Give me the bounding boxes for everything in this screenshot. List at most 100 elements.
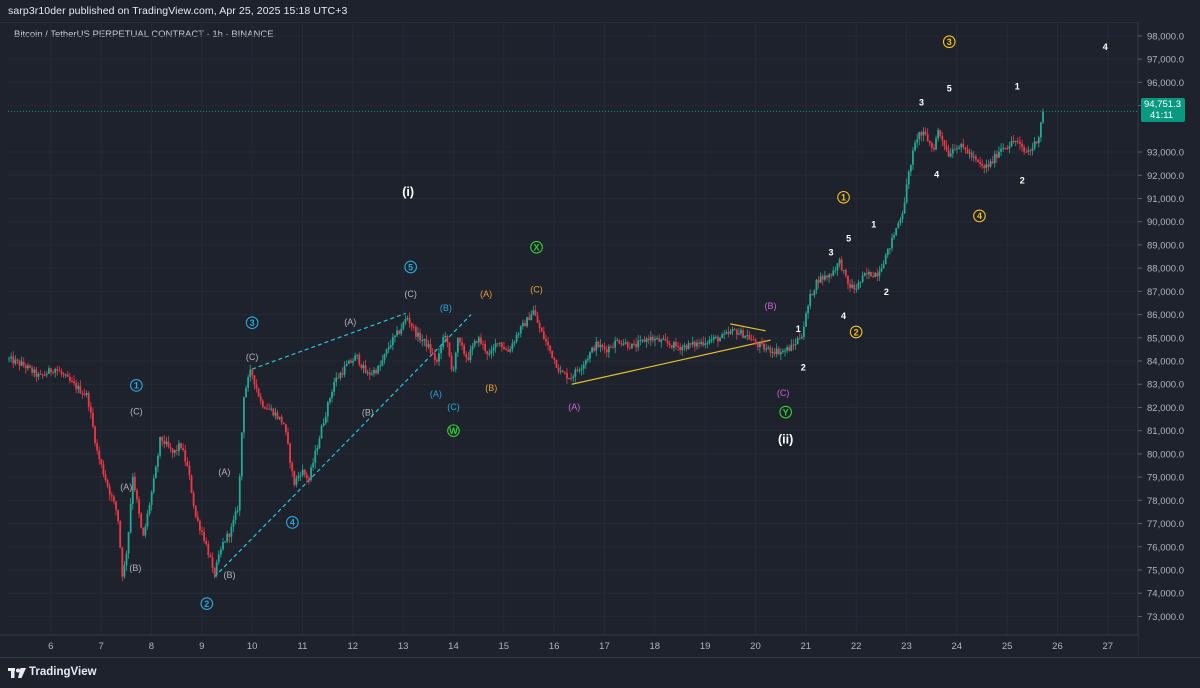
candle-body-12: [33, 369, 36, 373]
candle-body-365: [773, 351, 776, 354]
candle-body-493: [1042, 111, 1044, 123]
candle-body-128: [276, 412, 279, 419]
candle-body-150: [322, 423, 325, 426]
y-tick-label-6: 91,000.0: [1147, 194, 1184, 205]
candle-body-326: [691, 341, 694, 345]
candle-body-332: [704, 343, 707, 346]
candle-body-41: [94, 426, 96, 444]
wave-label-14: (i): [402, 185, 414, 199]
candle-body-205: [438, 353, 440, 362]
candle-body-131: [282, 422, 285, 425]
candle-body-18: [45, 373, 48, 375]
candle-body-261: [555, 359, 558, 368]
candle-body-6: [20, 361, 23, 366]
candle-countdown: 41:11: [1150, 110, 1174, 121]
candle-body-352: [746, 335, 749, 337]
candle-body-210: [448, 342, 451, 356]
candle-body-422: [893, 235, 895, 238]
candle-body-307: [652, 336, 654, 341]
candle-body-318: [675, 342, 677, 346]
time-axis[interactable]: 6 7 8 9 10 11 12 13 14 15 16 17 18 19 20 21 22 23 24 25 26 27: [0, 634, 1138, 657]
price-axis-bg: [1138, 22, 1200, 657]
publisher-line: sarp3r10der published on TradingView.com…: [8, 5, 348, 17]
candle-body-431: [912, 150, 914, 165]
candle-body-389: [823, 275, 826, 280]
candle-body-260: [553, 358, 556, 360]
candle-body-414: [876, 272, 879, 277]
wave-label-26: Y: [783, 407, 789, 417]
candle-body-304: [645, 338, 648, 343]
tradingview-logo-icon[interactable]: [8, 667, 26, 679]
candle-body-196: [419, 332, 422, 341]
current-price-tag: 94,751.3 41:11: [1141, 98, 1185, 122]
candle-body-171: [366, 372, 369, 374]
candle-body-147: [316, 448, 319, 451]
candle-body-69: [152, 478, 155, 492]
candle-body-242: [515, 334, 518, 342]
candle-body-155: [333, 382, 336, 392]
candle-body-57: [127, 532, 130, 554]
trendlines: [213, 312, 771, 578]
x-tick-label-14: 20: [750, 641, 761, 652]
candle-body-308: [654, 338, 656, 341]
candle-body-286: [607, 346, 610, 353]
trendline-triangle-lower: [571, 339, 771, 385]
candle-body-64: [142, 527, 145, 536]
candle-body-274: [582, 364, 585, 369]
candle-body-363: [769, 347, 772, 353]
candle-body-192: [410, 323, 413, 327]
price-axis[interactable]: 98,000.097,000.096,000.095,000.093,000.0…: [1137, 22, 1200, 657]
y-tick-label-12: 85,000.0: [1147, 333, 1184, 344]
candle-body-435: [920, 132, 923, 136]
candle-body-490: [1035, 141, 1038, 144]
candle-body-445: [941, 135, 944, 141]
candle-body-190: [406, 318, 409, 320]
wave-circle-12: [404, 260, 418, 274]
candle-body-36: [83, 393, 86, 395]
candle-body-457: [966, 149, 969, 154]
candle-body-405: [857, 282, 860, 289]
candle-body-89: [194, 505, 197, 517]
candle-body-472: [998, 151, 1000, 158]
candle-body-42: [96, 443, 99, 451]
candle-body-342: [725, 332, 728, 334]
candle-body-473: [1000, 148, 1002, 152]
candle-body-334: [708, 339, 711, 343]
tradingview-brand[interactable]: TradingView: [29, 666, 97, 678]
candle-body-238: [507, 349, 510, 352]
candle-body-124: [268, 408, 271, 410]
candle-body-141: [303, 469, 306, 475]
candle-body-33: [77, 385, 80, 390]
candle-body-356: [754, 339, 757, 344]
candle-body-375: [794, 344, 797, 346]
candle-body-217: [463, 345, 466, 354]
candle-body-313: [664, 338, 667, 341]
candle-body-459: [970, 152, 973, 158]
wave-circle-6: [200, 597, 214, 611]
candle-body-90: [196, 516, 199, 521]
candle-body-485: [1025, 151, 1028, 153]
candle-body-454: [960, 143, 963, 148]
candle-body-462: [977, 159, 979, 162]
wave-label-8: (C): [246, 352, 259, 362]
candle-body-211: [450, 355, 453, 370]
y-tick-label-8: 89,000.0: [1147, 240, 1184, 251]
candle-body-384: [813, 290, 816, 296]
price-chart[interactable]: 1(C)(A)(B)(A)(B)23(C)4(A)(B)5(C)(i)(B)(A…: [0, 0, 1200, 657]
wave-label-34: 2: [884, 287, 889, 297]
candle-body-225: [480, 337, 482, 344]
candle-body-189: [404, 319, 407, 323]
candle-body-99: [215, 562, 218, 575]
y-tick-label-1: 97,000.0: [1147, 55, 1184, 66]
candle-body-2: [12, 356, 15, 364]
wave-label-36: 2: [854, 327, 859, 337]
candle-body-305: [647, 338, 650, 341]
candle-body-467: [987, 164, 990, 167]
candle-body-39: [89, 406, 92, 413]
candle-body-321: [681, 346, 684, 351]
candle-body-204: [435, 359, 438, 362]
candle-body-482: [1019, 141, 1021, 144]
candle-body-483: [1021, 143, 1023, 148]
wave-label-25: (C): [777, 388, 790, 398]
x-tick-label-20: 26: [1052, 641, 1063, 652]
